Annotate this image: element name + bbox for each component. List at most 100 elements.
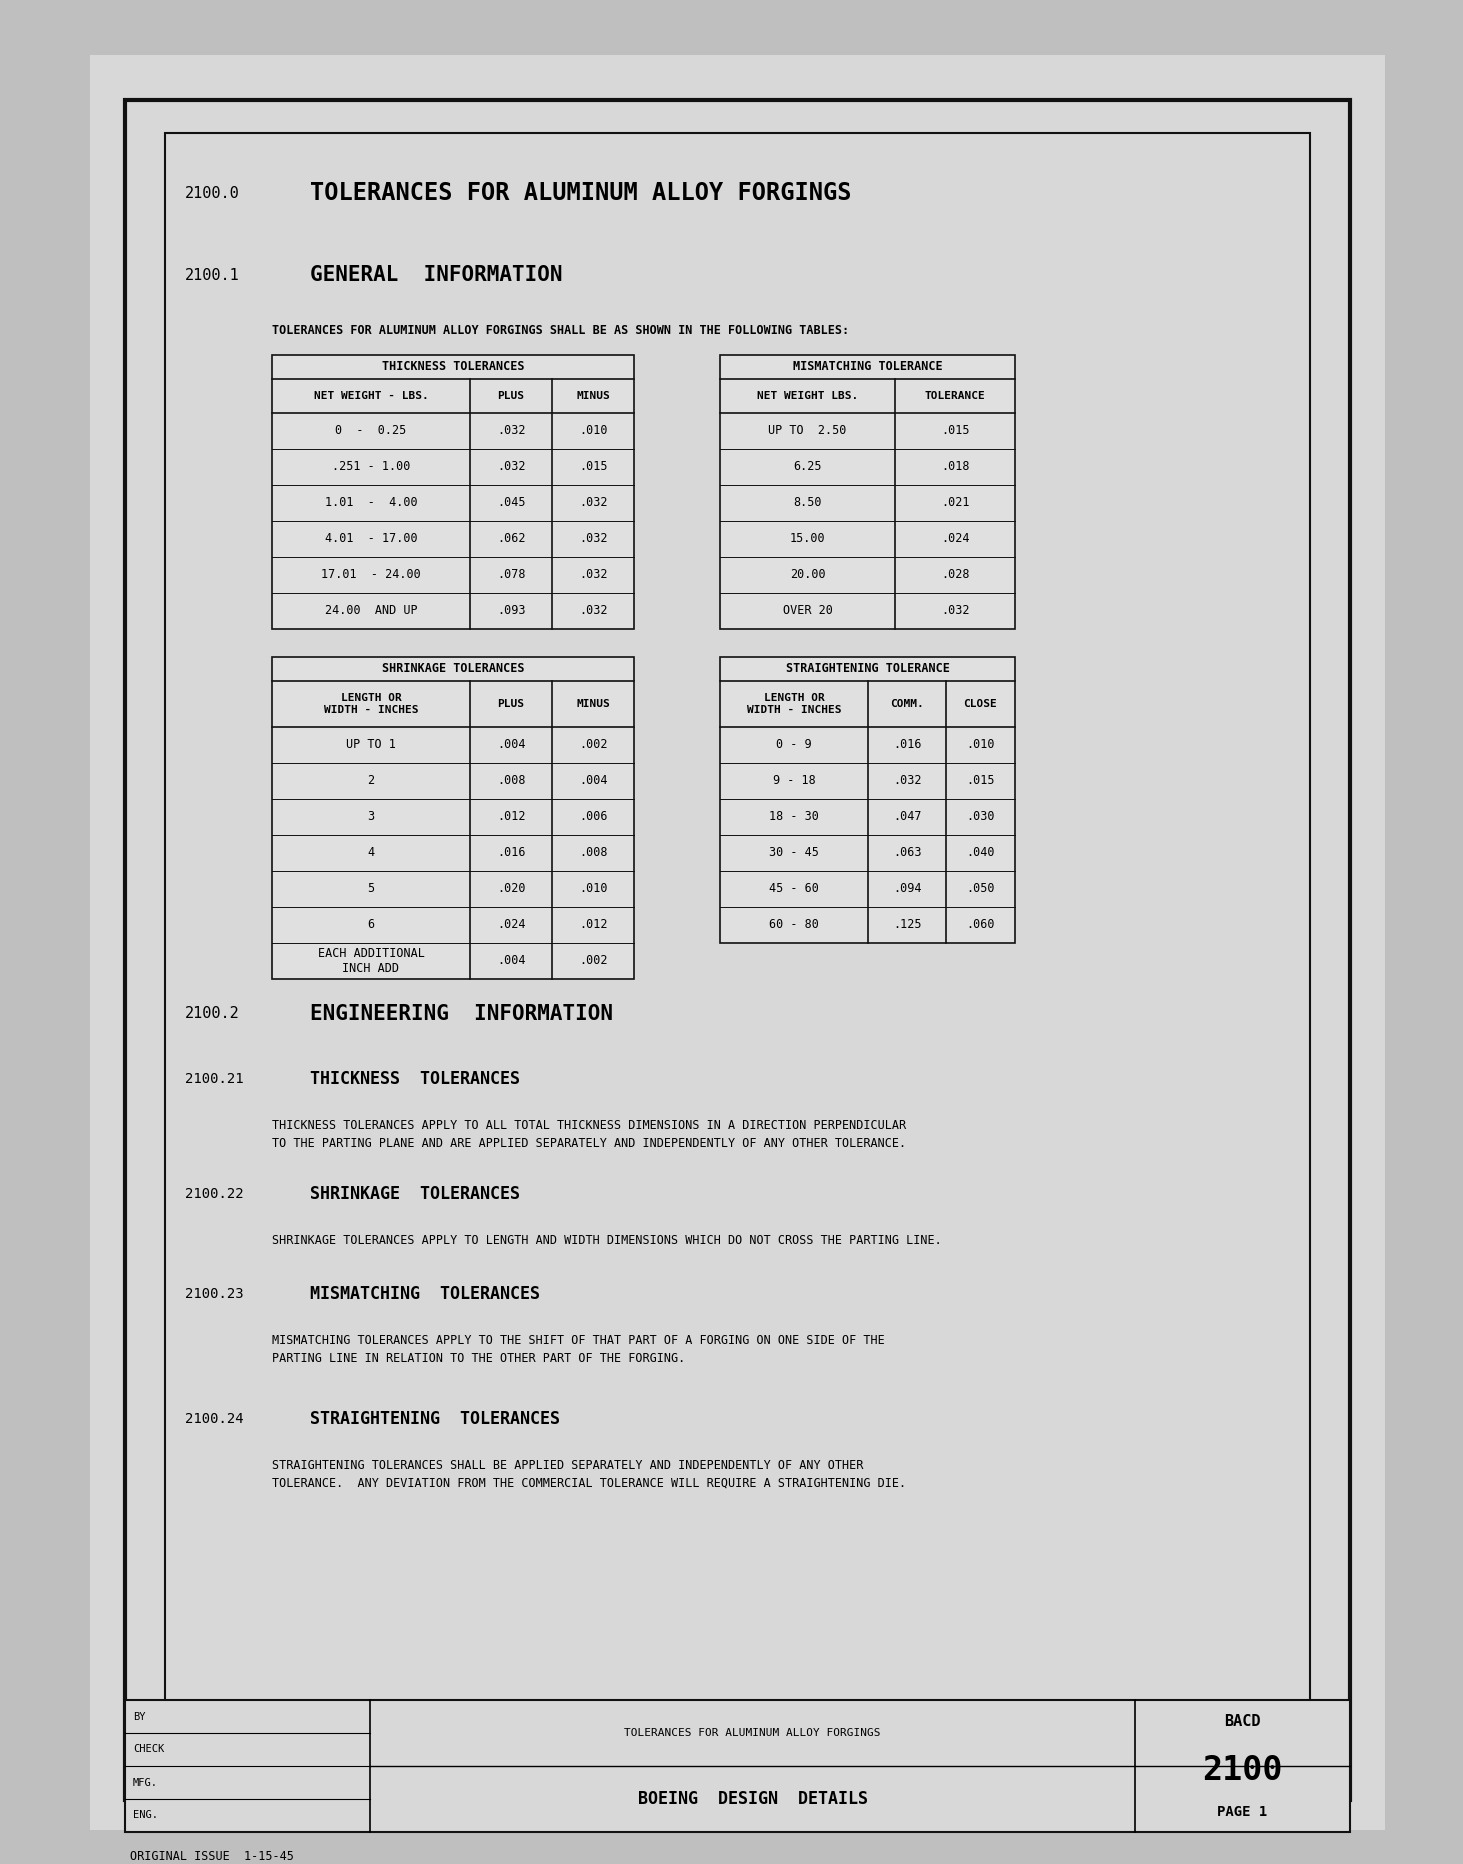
Text: .008: .008	[497, 775, 525, 787]
Text: .060: .060	[966, 919, 995, 932]
Bar	[124, 101, 1350, 1801]
Text: .006: .006	[579, 811, 607, 824]
Text: .040: .040	[966, 846, 995, 859]
Text: .032: .032	[941, 604, 970, 617]
Bar	[91, 56, 1385, 1830]
Text: UP TO  2.50: UP TO 2.50	[768, 425, 847, 438]
Text: .032: .032	[579, 496, 607, 509]
Text: SHRINKAGE TOLERANCES: SHRINKAGE TOLERANCES	[382, 662, 524, 675]
Text: PLUS: PLUS	[497, 391, 525, 401]
Text: MISMATCHING TOLERANCES APPLY TO THE SHIFT OF THAT PART OF A FORGING ON ONE SIDE : MISMATCHING TOLERANCES APPLY TO THE SHIF…	[272, 1335, 885, 1364]
Text: .032: .032	[497, 425, 525, 438]
Text: OVER 20: OVER 20	[783, 604, 832, 617]
Text: 45 - 60: 45 - 60	[770, 882, 819, 895]
Text: 18 - 30: 18 - 30	[770, 811, 819, 824]
Text: NET WEIGHT LBS.: NET WEIGHT LBS.	[756, 391, 859, 401]
Text: GENERAL  INFORMATION: GENERAL INFORMATION	[310, 265, 562, 285]
Bar	[272, 354, 633, 628]
Text: .032: .032	[892, 775, 922, 787]
Text: ENGINEERING  INFORMATION: ENGINEERING INFORMATION	[310, 1005, 613, 1023]
Text: .045: .045	[497, 496, 525, 509]
Text: .251 - 1.00: .251 - 1.00	[332, 460, 410, 473]
Text: 24.00  AND UP: 24.00 AND UP	[325, 604, 417, 617]
Text: MINUS: MINUS	[576, 391, 610, 401]
Text: 6: 6	[367, 919, 375, 932]
Text: 15.00: 15.00	[790, 533, 825, 546]
Text: BY: BY	[133, 1711, 145, 1722]
Text: .012: .012	[579, 919, 607, 932]
Text: .021: .021	[941, 496, 970, 509]
Text: .002: .002	[579, 954, 607, 967]
Text: .032: .032	[579, 604, 607, 617]
Text: 1.01  -  4.00: 1.01 - 4.00	[325, 496, 417, 509]
Text: TOLERANCES FOR ALUMINUM ALLOY FORGINGS SHALL BE AS SHOWN IN THE FOLLOWING TABLES: TOLERANCES FOR ALUMINUM ALLOY FORGINGS S…	[272, 324, 849, 337]
Text: SHRINKAGE TOLERANCES APPLY TO LENGTH AND WIDTH DIMENSIONS WHICH DO NOT CROSS THE: SHRINKAGE TOLERANCES APPLY TO LENGTH AND…	[272, 1234, 942, 1247]
Text: PLUS: PLUS	[497, 699, 525, 708]
Text: .018: .018	[941, 460, 970, 473]
Text: 2100: 2100	[1203, 1754, 1283, 1786]
Text: .004: .004	[497, 738, 525, 751]
Bar	[272, 656, 633, 979]
Text: .008: .008	[579, 846, 607, 859]
Text: SHRINKAGE  TOLERANCES: SHRINKAGE TOLERANCES	[310, 1186, 519, 1202]
Text: .078: .078	[497, 569, 525, 582]
Text: STRAIGHTENING TOLERANCES SHALL BE APPLIED SEPARATELY AND INDEPENDENTLY OF ANY OT: STRAIGHTENING TOLERANCES SHALL BE APPLIE…	[272, 1460, 906, 1489]
Text: STRAIGHTENING  TOLERANCES: STRAIGHTENING TOLERANCES	[310, 1409, 560, 1428]
Text: .028: .028	[941, 569, 970, 582]
Text: MISMATCHING  TOLERANCES: MISMATCHING TOLERANCES	[310, 1284, 540, 1303]
Text: .015: .015	[579, 460, 607, 473]
Text: TOLERANCES FOR ALUMINUM ALLOY FORGINGS: TOLERANCES FOR ALUMINUM ALLOY FORGINGS	[310, 181, 851, 205]
Text: .032: .032	[497, 460, 525, 473]
Text: PAGE 1: PAGE 1	[1217, 1804, 1267, 1819]
Text: .062: .062	[497, 533, 525, 546]
Text: 8.50: 8.50	[793, 496, 822, 509]
Text: BOEING  DESIGN  DETAILS: BOEING DESIGN DETAILS	[638, 1789, 868, 1808]
Text: .010: .010	[966, 738, 995, 751]
Text: STRAIGHTENING TOLERANCE: STRAIGHTENING TOLERANCE	[786, 662, 949, 675]
Text: .020: .020	[497, 882, 525, 895]
Text: 30 - 45: 30 - 45	[770, 846, 819, 859]
Bar	[165, 132, 1309, 1704]
Text: BACD: BACD	[1225, 1715, 1261, 1730]
Text: .016: .016	[892, 738, 922, 751]
Text: 2100.0: 2100.0	[184, 186, 240, 201]
Text: .063: .063	[892, 846, 922, 859]
Text: MINUS: MINUS	[576, 699, 610, 708]
Text: NET WEIGHT - LBS.: NET WEIGHT - LBS.	[313, 391, 429, 401]
Text: CLOSE: CLOSE	[964, 699, 998, 708]
Text: THICKNESS TOLERANCES APPLY TO ALL TOTAL THICKNESS DIMENSIONS IN A DIRECTION PERP: THICKNESS TOLERANCES APPLY TO ALL TOTAL …	[272, 1118, 906, 1150]
Text: .032: .032	[579, 569, 607, 582]
Text: .010: .010	[579, 882, 607, 895]
Text: .015: .015	[941, 425, 970, 438]
Text: .047: .047	[892, 811, 922, 824]
Text: 2100.24: 2100.24	[184, 1413, 244, 1426]
Text: 0 - 9: 0 - 9	[777, 738, 812, 751]
Text: .030: .030	[966, 811, 995, 824]
Text: 9 - 18: 9 - 18	[772, 775, 815, 787]
Text: THICKNESS  TOLERANCES: THICKNESS TOLERANCES	[310, 1070, 519, 1089]
Text: 3: 3	[367, 811, 375, 824]
Text: ORIGINAL ISSUE  1-15-45: ORIGINAL ISSUE 1-15-45	[130, 1851, 294, 1864]
Text: ENG.: ENG.	[133, 1810, 158, 1821]
Bar	[272, 354, 633, 628]
Text: UP TO 1: UP TO 1	[347, 738, 396, 751]
Text: .004: .004	[579, 775, 607, 787]
Text: .032: .032	[579, 533, 607, 546]
Text: MISMATCHING TOLERANCE: MISMATCHING TOLERANCE	[793, 360, 942, 373]
Text: .024: .024	[497, 919, 525, 932]
Text: .093: .093	[497, 604, 525, 617]
Text: TOLERANCE: TOLERANCE	[925, 391, 986, 401]
Text: 2100.23: 2100.23	[184, 1286, 244, 1301]
Bar	[720, 354, 1015, 628]
Text: .050: .050	[966, 882, 995, 895]
Text: LENGTH OR
WIDTH - INCHES: LENGTH OR WIDTH - INCHES	[746, 693, 841, 714]
Text: 5: 5	[367, 882, 375, 895]
Text: .015: .015	[966, 775, 995, 787]
Text: 4: 4	[367, 846, 375, 859]
Text: 2100.1: 2100.1	[184, 268, 240, 283]
Text: 4.01  - 17.00: 4.01 - 17.00	[325, 533, 417, 546]
Text: .094: .094	[892, 882, 922, 895]
Text: MFG.: MFG.	[133, 1778, 158, 1788]
Text: .004: .004	[497, 954, 525, 967]
Text: THICKNESS TOLERANCES: THICKNESS TOLERANCES	[382, 360, 524, 373]
